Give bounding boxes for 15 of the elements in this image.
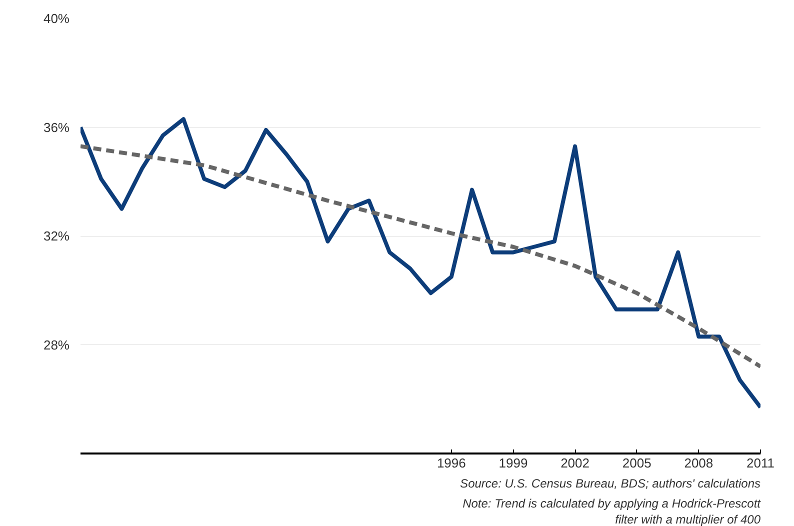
- x-tick-label: 2002: [560, 456, 590, 470]
- line-series: [80, 144, 760, 368]
- x-tick-label: 2008: [684, 456, 714, 470]
- y-tick-label: 28%: [43, 337, 70, 352]
- y-tick-label: 36%: [43, 120, 70, 135]
- y-tick-label: 40%: [43, 11, 70, 26]
- text: filter with a multiplier of 400: [615, 512, 761, 526]
- x-tick-label: 2011: [746, 456, 774, 470]
- x-tick-label: 1996: [436, 456, 466, 470]
- y-tick-label: 32%: [43, 228, 70, 244]
- line-series: [80, 117, 760, 410]
- source-note: Source: U.S. Census Bureau, BDS; authors' calculations: [460, 476, 761, 490]
- x-tick-label: 1999: [498, 456, 528, 470]
- text: Note: Trend is calculated by applying a Hodrick-Prescott: [462, 496, 762, 510]
- x-tick-label: 2005: [622, 456, 652, 470]
